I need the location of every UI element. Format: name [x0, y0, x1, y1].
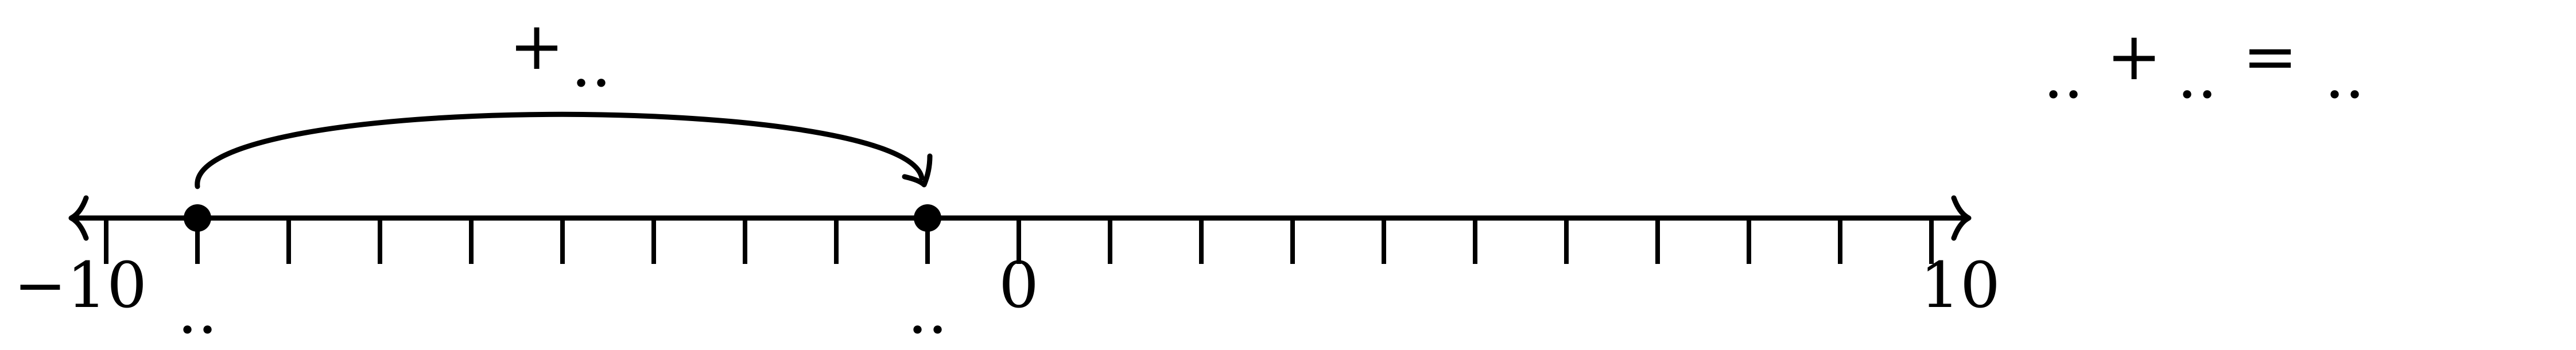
- equation-blank-1: ..: [2043, 39, 2084, 112]
- point-dot-1: [914, 204, 941, 232]
- axis-label-min: −10: [14, 248, 147, 322]
- jump-arrow-head: [902, 153, 933, 188]
- axis-label-max: 10: [1920, 248, 2000, 322]
- equation-blank-3: ..: [2325, 39, 2365, 112]
- point-label-end: ..: [907, 274, 948, 348]
- equation-plus: +: [2106, 18, 2162, 95]
- jump-amount-blank: ..: [571, 28, 611, 101]
- jump-arc: [195, 111, 925, 189]
- right-arrow-head: [1951, 195, 1972, 241]
- equation-equals: =: [2243, 18, 2298, 95]
- marked-points: [184, 204, 941, 232]
- equation: .. + .. = ..: [2043, 18, 2365, 112]
- axis-label-zero: 0: [999, 248, 1039, 322]
- point-label-start: ..: [177, 274, 218, 348]
- point-dot-0: [184, 204, 211, 232]
- left-arrow-head: [68, 195, 89, 241]
- tick-marks: [104, 218, 1934, 264]
- equation-blank-2: ..: [2177, 39, 2217, 112]
- jump-plus-sign: +: [509, 8, 564, 85]
